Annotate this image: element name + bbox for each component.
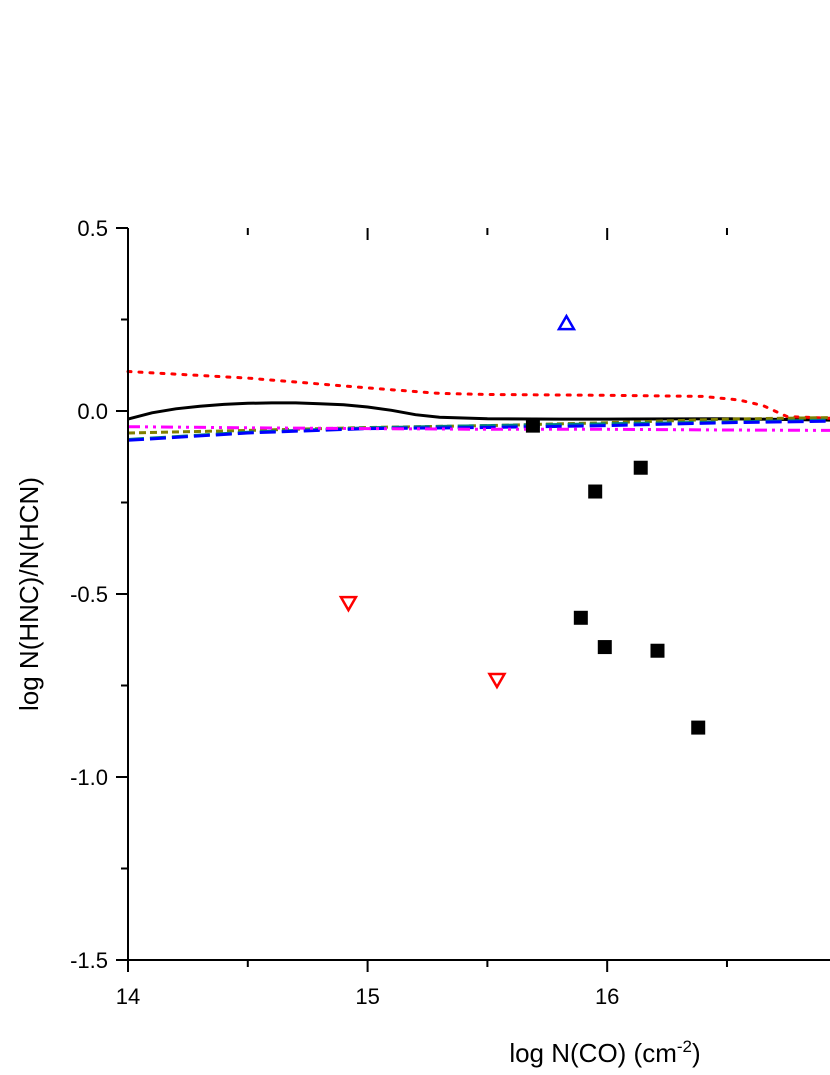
data-point-square bbox=[525, 418, 540, 433]
y-tick-label: 0.5 bbox=[77, 216, 108, 241]
x-tick-label: 14 bbox=[116, 984, 140, 1009]
data-point-square bbox=[691, 720, 706, 735]
x-tick-label: 16 bbox=[595, 984, 619, 1009]
data-points bbox=[338, 313, 706, 735]
model-curve-dash-dot-dot bbox=[127, 425, 830, 432]
model-curves bbox=[126, 370, 830, 442]
model-curve-dashed bbox=[127, 416, 830, 435]
model-curve-solid bbox=[127, 401, 830, 422]
y-tick-label: -1.0 bbox=[70, 765, 108, 790]
y-tick-label: -0.5 bbox=[70, 582, 108, 607]
data-point-square bbox=[650, 643, 665, 658]
model-curve-dash bbox=[127, 419, 830, 442]
data-point-triangle-down bbox=[487, 672, 507, 690]
axes bbox=[127, 228, 830, 961]
data-point-triangle-down bbox=[338, 595, 359, 613]
tick-marks bbox=[116, 227, 728, 972]
data-point-square bbox=[597, 640, 612, 655]
model-curve-dotted bbox=[126, 370, 830, 420]
data-point-square bbox=[573, 610, 588, 625]
y-axis-title: log N(HNC)/N(HCN) bbox=[14, 477, 44, 711]
x-tick-label: 15 bbox=[355, 984, 379, 1009]
y-tick-label: 0.0 bbox=[77, 399, 108, 424]
data-point-triangle-up bbox=[556, 313, 577, 331]
data-point-square bbox=[588, 484, 603, 499]
x-axis-title: log N(CO) (cm-2) bbox=[509, 1037, 700, 1068]
tick-labels: 14 15 16 0.5 0.0 -0.5 -1.0 -1.5 bbox=[70, 216, 619, 1009]
y-tick-label: -1.5 bbox=[70, 948, 108, 973]
data-point-square bbox=[633, 460, 648, 475]
